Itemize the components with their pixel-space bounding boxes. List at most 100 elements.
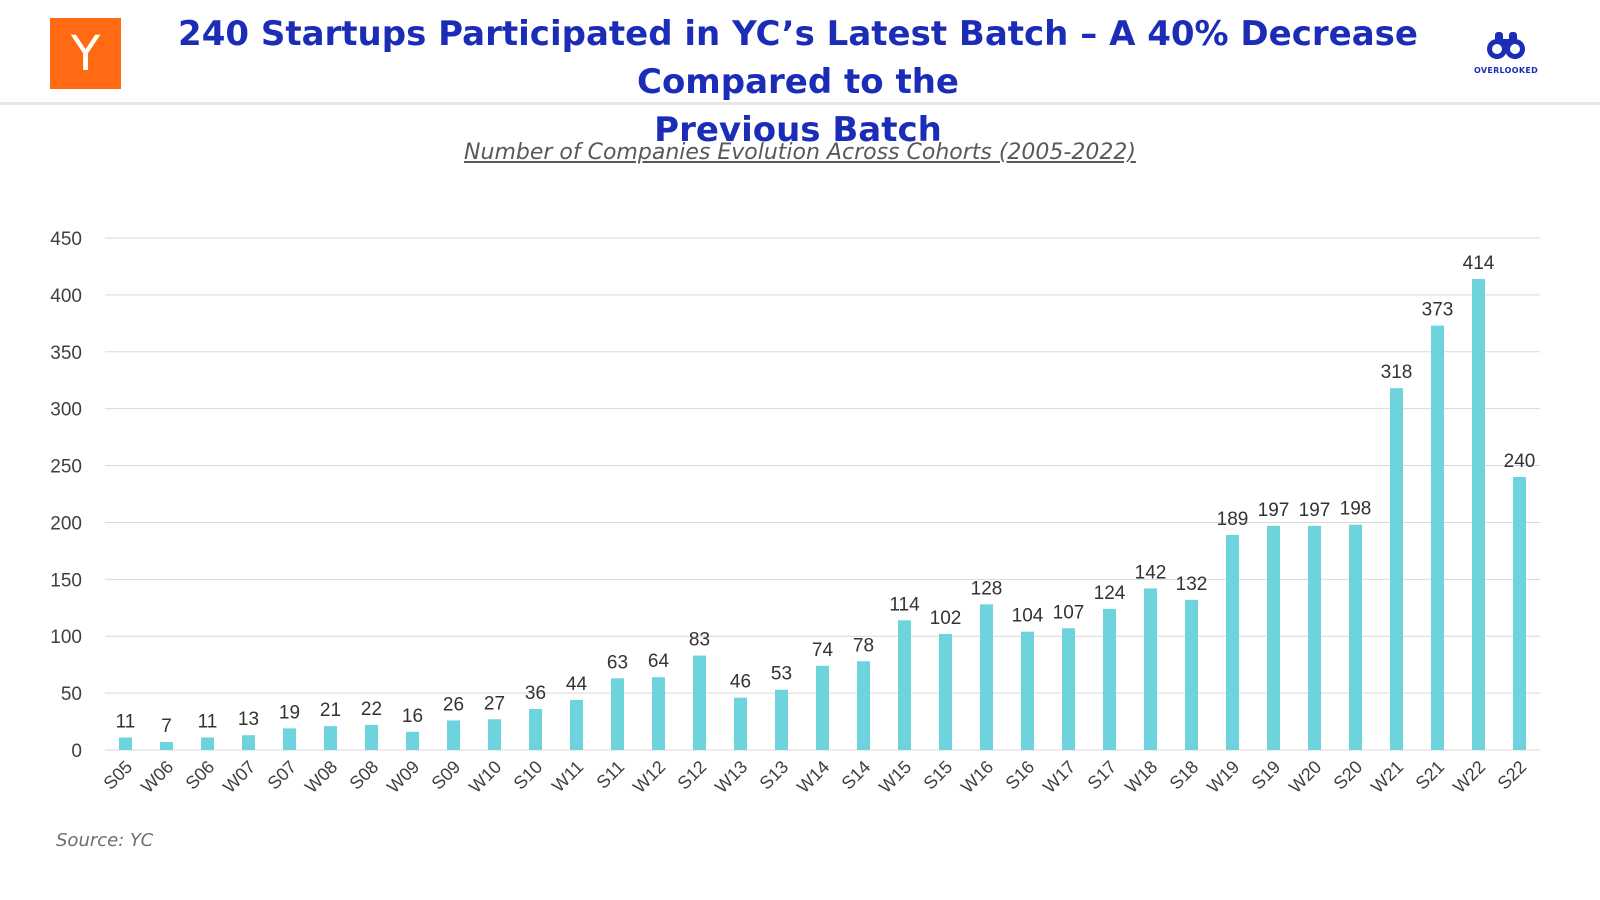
data-label: 36 <box>525 683 546 704</box>
x-tick-label: S20 <box>1330 757 1367 794</box>
bar <box>119 737 132 750</box>
data-label: 74 <box>812 640 834 661</box>
x-tick-label: W19 <box>1203 757 1243 797</box>
bar <box>1390 388 1403 750</box>
data-label: 7 <box>161 716 172 737</box>
bar <box>1103 608 1116 750</box>
data-label: 114 <box>889 594 920 615</box>
y-tick-label: 250 <box>50 457 82 478</box>
y-tick-label: 350 <box>50 343 82 364</box>
y-tick-label: 450 <box>50 229 82 250</box>
x-tick-label: W18 <box>1121 757 1161 797</box>
bar <box>283 728 296 750</box>
x-tick-label: S21 <box>1412 757 1449 794</box>
x-tick-label: S15 <box>920 757 957 794</box>
bar <box>1472 278 1485 750</box>
x-tick-label: S06 <box>182 757 219 794</box>
x-tick-label: W22 <box>1449 757 1489 797</box>
bar <box>529 709 542 750</box>
x-tick-label: W11 <box>548 757 587 796</box>
bar-chart: 0 50 100 150 200 250 300 350 400 450 11 7 11 13 19 21 2… <box>50 229 1540 797</box>
x-tick-label: W07 <box>219 757 259 797</box>
x-tick-label: S16 <box>1002 757 1039 794</box>
bar <box>1349 524 1362 750</box>
data-label: 19 <box>279 702 300 723</box>
y-tick-label: 150 <box>50 570 82 591</box>
bar <box>734 697 747 750</box>
bar <box>1021 631 1034 750</box>
x-tick-label: S09 <box>428 757 465 794</box>
x-tick-label: W14 <box>793 757 833 797</box>
bar <box>652 677 665 750</box>
data-label: 27 <box>484 693 505 714</box>
x-tick-label: S12 <box>674 757 711 794</box>
x-tick-label: S17 <box>1084 757 1121 794</box>
x-axis-ticks: S05 W06 S06 W07 S07 W08 S08 W09 S09 W10 S10 W11 S11 W… <box>100 757 1531 797</box>
data-label: 11 <box>198 711 218 732</box>
bar <box>201 737 214 750</box>
data-label: 318 <box>1381 362 1413 383</box>
bar <box>160 742 173 750</box>
brand-logo: OVERLOOKED <box>1470 30 1542 75</box>
data-label: 11 <box>116 711 136 732</box>
bar <box>939 633 952 750</box>
data-label: 373 <box>1422 300 1454 321</box>
x-tick-label: S05 <box>100 757 137 794</box>
y-tick-label: 400 <box>50 286 82 307</box>
bar <box>406 731 419 750</box>
x-tick-label: W12 <box>629 757 669 797</box>
y-tick-label: 200 <box>50 513 82 534</box>
data-label: 46 <box>730 672 751 693</box>
data-label: 107 <box>1053 602 1085 623</box>
bar <box>570 699 583 750</box>
bar <box>775 689 788 750</box>
bar <box>898 620 911 750</box>
bar <box>447 720 460 750</box>
page-title: 240 Startups Participated in YC’s Latest… <box>128 10 1468 154</box>
bar <box>488 719 501 750</box>
data-label: 132 <box>1176 574 1208 595</box>
bar <box>816 665 829 750</box>
data-label: 53 <box>771 664 792 685</box>
bar <box>1513 476 1526 750</box>
data-label: 102 <box>930 608 962 629</box>
data-label: 83 <box>689 630 710 651</box>
x-tick-label: W09 <box>383 757 423 797</box>
data-label: 16 <box>402 706 423 727</box>
y-tick-label: 0 <box>71 741 82 762</box>
x-tick-label: S22 <box>1494 757 1531 794</box>
data-label: 64 <box>648 651 670 672</box>
bar <box>1267 525 1280 750</box>
bar <box>1431 325 1444 750</box>
data-label: 198 <box>1340 499 1372 520</box>
x-tick-label: W08 <box>301 757 341 797</box>
x-tick-label: S10 <box>510 757 547 794</box>
x-tick-label: S14 <box>838 757 875 794</box>
y-tick-label: 300 <box>50 400 82 421</box>
x-tick-label: W21 <box>1367 757 1407 797</box>
source-note: Source: YC <box>56 830 154 851</box>
x-tick-label: S18 <box>1166 757 1203 794</box>
header: Y 240 Startups Participated in YC’s Late… <box>0 0 1600 150</box>
x-tick-label: W13 <box>711 757 751 797</box>
x-tick-label: W17 <box>1039 757 1079 797</box>
x-tick-label: W15 <box>875 757 915 797</box>
x-tick-label: S19 <box>1248 757 1285 794</box>
x-tick-label: S11 <box>592 757 628 793</box>
bar <box>1308 525 1321 750</box>
yc-logo: Y <box>50 18 121 89</box>
y-tick-label: 50 <box>61 684 82 705</box>
data-label: 128 <box>971 578 1003 599</box>
title-line-2: Previous Batch <box>654 110 942 150</box>
data-label: 197 <box>1258 500 1290 521</box>
data-label: 124 <box>1094 583 1126 604</box>
x-tick-label: S13 <box>756 757 793 794</box>
data-label: 104 <box>1012 606 1044 627</box>
data-label: 21 <box>320 700 341 721</box>
chart-title: Number of Companies Evolution Across Coh… <box>464 140 1136 165</box>
title-line-1: 240 Startups Participated in YC’s Latest… <box>178 14 1418 102</box>
bar <box>324 726 337 750</box>
bar <box>1185 599 1198 750</box>
data-label: 414 <box>1463 253 1495 274</box>
data-label: 22 <box>361 699 382 720</box>
